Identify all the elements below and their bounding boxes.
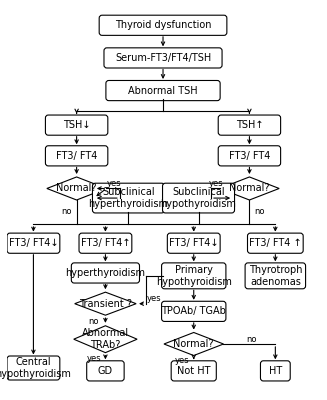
Polygon shape (164, 332, 223, 356)
Text: no: no (255, 207, 265, 216)
Text: yes: yes (175, 356, 190, 365)
Text: Normal?: Normal? (174, 339, 214, 349)
Text: Abnormal
TRAb?: Abnormal TRAb? (82, 328, 129, 350)
Text: FT3/ FT4 ↑: FT3/ FT4 ↑ (249, 238, 301, 248)
FancyBboxPatch shape (261, 361, 290, 381)
Text: HT: HT (269, 366, 282, 376)
Text: Transient ?: Transient ? (79, 299, 132, 309)
FancyBboxPatch shape (104, 48, 222, 68)
FancyBboxPatch shape (167, 233, 220, 253)
Text: Thyroid dysfunction: Thyroid dysfunction (115, 20, 211, 30)
Text: FT3/ FT4: FT3/ FT4 (229, 151, 270, 161)
FancyBboxPatch shape (162, 263, 226, 289)
FancyBboxPatch shape (218, 146, 281, 166)
Polygon shape (74, 326, 137, 353)
Polygon shape (220, 177, 279, 200)
FancyBboxPatch shape (106, 80, 220, 101)
FancyBboxPatch shape (87, 361, 124, 381)
Text: no: no (246, 335, 257, 344)
Text: Abnormal TSH: Abnormal TSH (128, 86, 198, 96)
Text: yes: yes (107, 179, 121, 188)
FancyBboxPatch shape (248, 233, 303, 253)
FancyBboxPatch shape (45, 146, 108, 166)
Text: no: no (89, 318, 99, 326)
Polygon shape (75, 292, 136, 315)
FancyBboxPatch shape (171, 361, 216, 381)
Text: yes: yes (147, 294, 162, 303)
FancyBboxPatch shape (99, 15, 227, 35)
Text: Central
hypothyroidism: Central hypothyroidism (0, 357, 71, 379)
Text: Normal?: Normal? (56, 184, 97, 194)
Text: Subclinical
hyperthyroidism: Subclinical hyperthyroidism (89, 187, 168, 209)
Text: Serum-FT3/FT4/TSH: Serum-FT3/FT4/TSH (115, 53, 211, 63)
Text: Normal?: Normal? (229, 184, 270, 194)
Text: yes: yes (209, 179, 223, 188)
FancyBboxPatch shape (79, 233, 132, 253)
Text: Subclinical
hypothyroidism: Subclinical hypothyroidism (161, 187, 236, 209)
Text: Primary
hypothyroidism: Primary hypothyroidism (156, 265, 232, 287)
Text: GD: GD (98, 366, 113, 376)
Text: Thyrotroph
adenomas: Thyrotroph adenomas (249, 265, 302, 287)
Text: FT3/ FT4: FT3/ FT4 (56, 151, 97, 161)
Text: FT3/ FT4↑: FT3/ FT4↑ (81, 238, 130, 248)
Text: FT3/ FT4↓: FT3/ FT4↓ (9, 238, 58, 248)
Text: TSH↑: TSH↑ (236, 120, 263, 130)
FancyBboxPatch shape (7, 233, 60, 253)
Text: Not HT: Not HT (177, 366, 211, 376)
Text: TPOAb/ TGAb: TPOAb/ TGAb (161, 306, 226, 316)
Text: FT3/ FT4↓: FT3/ FT4↓ (169, 238, 218, 248)
FancyBboxPatch shape (7, 356, 60, 380)
FancyBboxPatch shape (163, 183, 234, 213)
Text: hyperthyroidism: hyperthyroidism (65, 268, 146, 278)
Text: TSH↓: TSH↓ (63, 120, 90, 130)
FancyBboxPatch shape (93, 183, 164, 213)
Polygon shape (47, 177, 106, 200)
FancyBboxPatch shape (45, 115, 108, 135)
Text: yes: yes (87, 354, 101, 363)
FancyBboxPatch shape (162, 301, 226, 322)
Text: no: no (61, 207, 71, 216)
FancyBboxPatch shape (71, 263, 140, 283)
FancyBboxPatch shape (218, 115, 281, 135)
FancyBboxPatch shape (245, 263, 305, 289)
